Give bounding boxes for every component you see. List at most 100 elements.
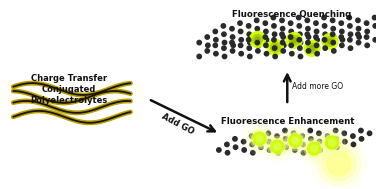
Circle shape [347,15,351,20]
Circle shape [197,54,201,59]
Circle shape [306,26,310,31]
Circle shape [217,148,221,152]
Circle shape [270,139,285,155]
Circle shape [287,133,303,149]
Circle shape [255,26,259,31]
Circle shape [286,33,302,48]
Circle shape [225,142,229,147]
Circle shape [238,43,243,48]
Circle shape [255,37,260,42]
Circle shape [348,46,353,50]
Circle shape [258,137,262,141]
Circle shape [239,52,244,56]
Circle shape [267,139,271,144]
Circle shape [323,46,327,50]
Text: Charge Transfer
Conjugated
Polyelectrolytes: Charge Transfer Conjugated Polyelectroly… [30,74,107,105]
Circle shape [241,139,246,144]
Circle shape [288,35,293,39]
Circle shape [248,40,252,45]
Circle shape [298,32,302,36]
Circle shape [356,40,361,45]
Circle shape [307,35,311,39]
Circle shape [311,145,317,152]
Circle shape [280,18,284,22]
Circle shape [282,128,308,154]
Circle shape [288,21,293,25]
Circle shape [290,52,294,56]
Circle shape [205,35,210,39]
Circle shape [256,135,263,142]
Circle shape [340,38,345,42]
Circle shape [365,29,369,34]
Circle shape [339,35,343,39]
Circle shape [283,128,287,133]
Circle shape [256,49,260,53]
Circle shape [275,142,280,147]
Circle shape [273,45,278,50]
Circle shape [214,38,218,42]
Circle shape [280,26,285,31]
Circle shape [270,42,280,52]
Circle shape [322,147,356,180]
Circle shape [255,40,259,45]
Circle shape [285,131,305,151]
Circle shape [282,43,286,48]
Circle shape [263,21,268,25]
Circle shape [356,18,360,22]
Circle shape [272,46,277,50]
Circle shape [253,34,262,44]
Circle shape [298,40,303,45]
Circle shape [222,46,226,50]
Circle shape [289,35,299,45]
Circle shape [315,52,319,56]
Circle shape [348,38,352,42]
Circle shape [222,54,227,59]
Circle shape [253,132,266,145]
Circle shape [351,134,355,138]
Circle shape [272,38,276,42]
Circle shape [310,46,314,51]
Circle shape [334,137,339,141]
Circle shape [233,145,238,149]
Circle shape [298,133,330,164]
Circle shape [323,32,327,36]
Circle shape [348,24,352,28]
Circle shape [222,40,227,45]
Circle shape [267,40,283,55]
Circle shape [332,35,336,39]
Circle shape [340,29,344,34]
Circle shape [230,49,235,53]
Circle shape [279,125,311,156]
Circle shape [291,131,296,136]
Circle shape [230,26,234,31]
Circle shape [322,38,327,42]
Circle shape [365,21,369,25]
Circle shape [284,137,288,141]
Circle shape [317,142,361,185]
Circle shape [309,145,314,149]
Circle shape [238,29,243,34]
Circle shape [292,38,297,43]
Circle shape [263,35,268,39]
Circle shape [316,127,348,159]
Circle shape [272,24,276,28]
Circle shape [281,49,285,53]
Circle shape [335,145,339,149]
Circle shape [289,29,293,34]
Circle shape [280,32,284,36]
Text: Fluorescence Enhancement: Fluorescence Enhancement [221,117,354,126]
Circle shape [351,142,356,147]
Circle shape [356,32,360,36]
Circle shape [305,32,310,36]
Circle shape [242,148,247,152]
Circle shape [326,142,330,147]
Circle shape [357,35,361,39]
Circle shape [306,40,310,45]
Circle shape [266,131,270,136]
Circle shape [333,128,338,133]
Circle shape [256,43,261,48]
Circle shape [244,123,275,155]
Circle shape [373,38,377,42]
Circle shape [322,133,342,153]
Circle shape [264,134,290,160]
